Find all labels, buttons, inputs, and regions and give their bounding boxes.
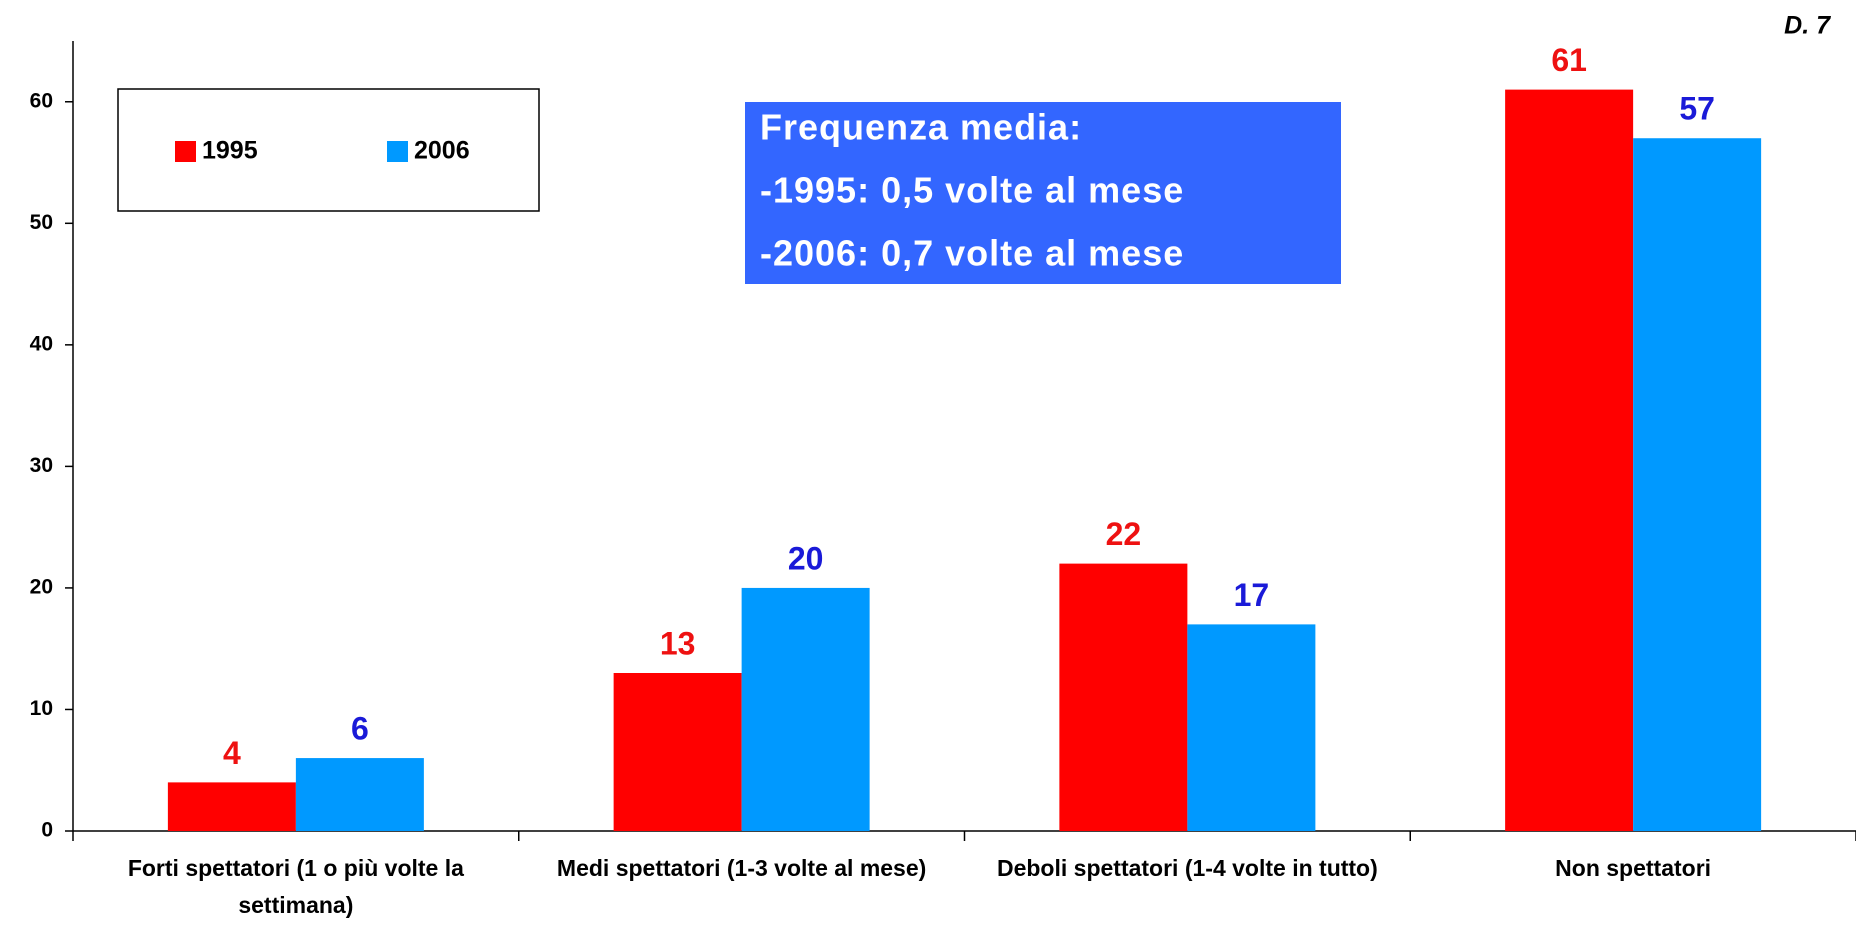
y-tick-label: 30 bbox=[30, 454, 53, 477]
y-tick-label: 10 bbox=[30, 697, 53, 720]
legend-label: 1995 bbox=[202, 137, 258, 165]
bar bbox=[1633, 138, 1762, 831]
y-tick-label: 40 bbox=[30, 332, 53, 355]
bar bbox=[167, 782, 296, 831]
annotation-line: -2006: 0,7 volte al mese bbox=[760, 233, 1184, 274]
legend-swatch bbox=[387, 141, 408, 162]
bar bbox=[1187, 624, 1316, 831]
bar bbox=[1505, 89, 1634, 832]
x-tick-label: Deboli spettatori (1-4 volte in tutto) bbox=[996, 855, 1378, 881]
value-label: 6 bbox=[351, 711, 369, 747]
y-tick-label: 20 bbox=[30, 575, 53, 598]
annotation-line: -1995: 0,5 volte al mese bbox=[760, 170, 1184, 211]
legend-swatch bbox=[175, 141, 196, 162]
bar bbox=[1059, 563, 1188, 831]
legend-label: 2006 bbox=[414, 137, 470, 165]
annotation-box bbox=[745, 102, 1341, 284]
value-label: 17 bbox=[1234, 577, 1270, 613]
x-tick-label: Medi spettatori (1-3 volte al mese) bbox=[556, 855, 927, 881]
value-label: 61 bbox=[1551, 42, 1587, 78]
x-tick-label: Non spettatori bbox=[1555, 855, 1712, 881]
value-label: 57 bbox=[1679, 91, 1715, 127]
y-tick-label: 60 bbox=[30, 89, 53, 112]
bar bbox=[613, 673, 742, 831]
bar bbox=[295, 758, 424, 831]
corner-label: D. 7 bbox=[1784, 12, 1831, 40]
value-label: 13 bbox=[660, 625, 696, 661]
bar bbox=[741, 587, 870, 831]
value-label: 22 bbox=[1106, 516, 1142, 552]
x-tick-label: Forti spettatori (1 o più volte la setti… bbox=[127, 855, 464, 918]
y-tick-label: 0 bbox=[41, 819, 53, 842]
value-label: 4 bbox=[223, 735, 241, 771]
value-label: 20 bbox=[788, 540, 824, 576]
y-tick-label: 50 bbox=[30, 211, 53, 234]
annotation-line: Frequenza media: bbox=[760, 107, 1082, 148]
